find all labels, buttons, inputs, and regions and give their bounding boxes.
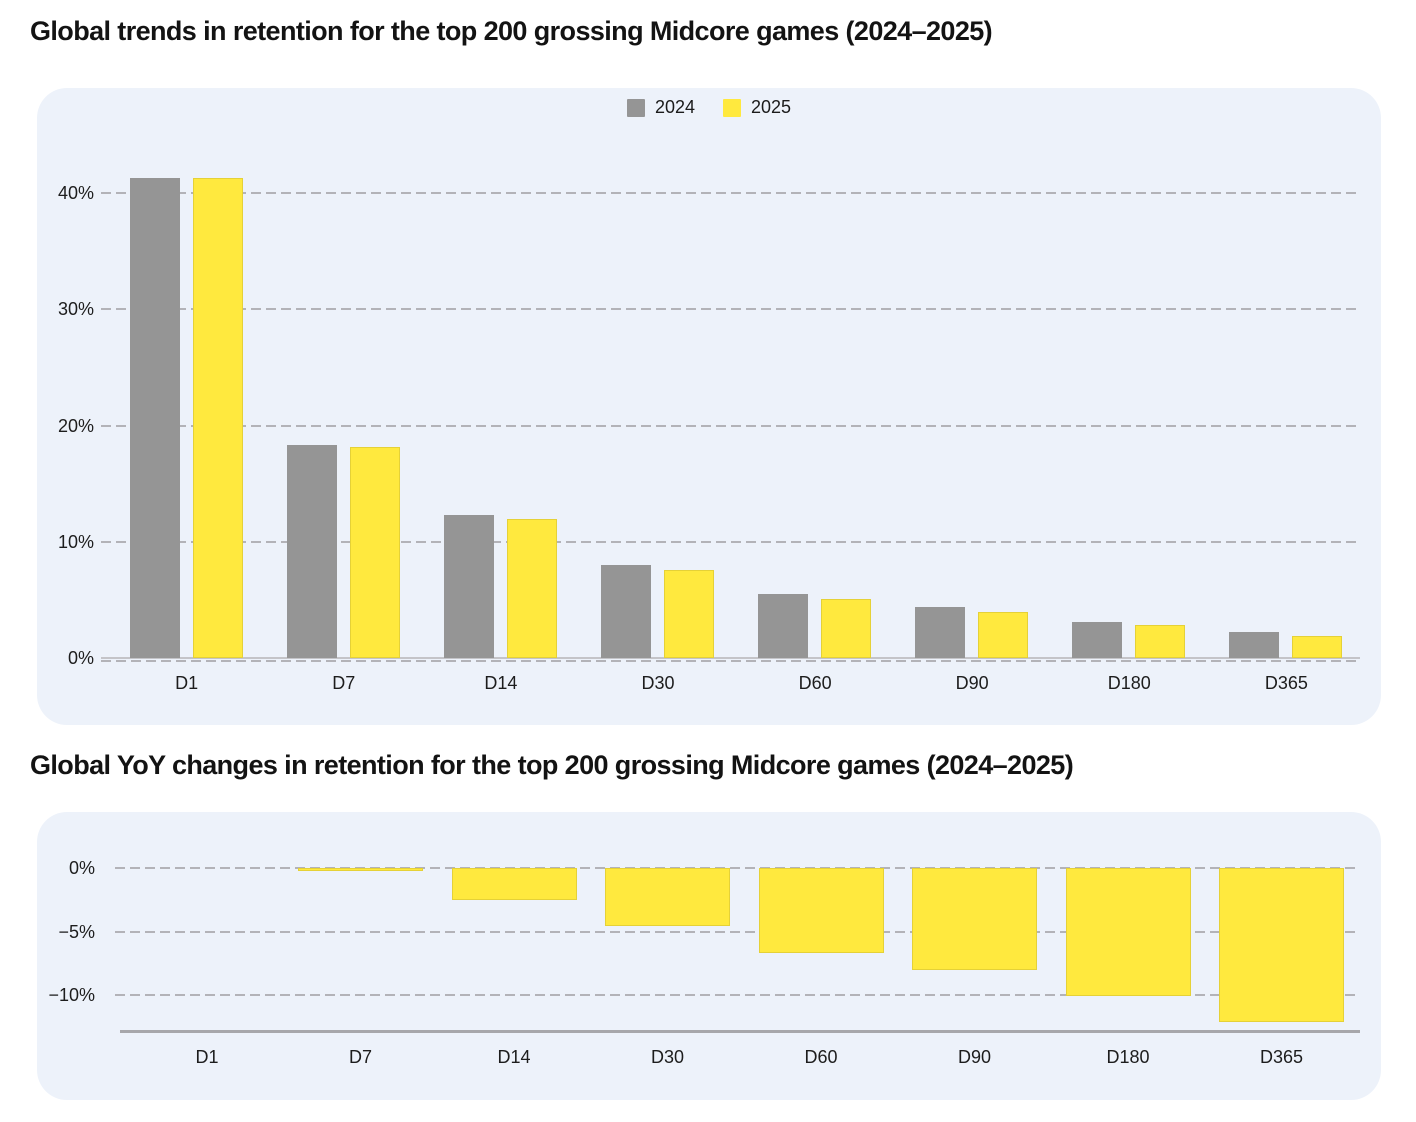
- bar-2024-D7: [286, 445, 337, 658]
- x-axis-line: [120, 1030, 1360, 1033]
- bar-2024-D365: [1229, 632, 1280, 658]
- legend-label-2025: 2025: [751, 97, 792, 117]
- x-category-label-D14: D14: [497, 1047, 531, 1067]
- bar-2025-D60: [821, 598, 872, 658]
- x-category-label-D90: D90: [955, 673, 989, 693]
- h-gridline-−5%: [115, 930, 1360, 933]
- h-gridline-20%: [101, 424, 1360, 427]
- legend-item-2025: 2025: [723, 97, 791, 118]
- bar-2024-D180: [1072, 621, 1123, 658]
- bar-2024-D60: [758, 594, 809, 658]
- x-category-label-D180: D180: [1106, 1047, 1150, 1067]
- h-gridline-30%: [101, 308, 1360, 311]
- yoy-bar-D90: [912, 868, 1037, 970]
- bar-2025-D90: [978, 611, 1029, 658]
- bar-2025-D1: [192, 178, 243, 658]
- x-axis-baseline: [101, 657, 1360, 659]
- bar-2025-D180: [1135, 625, 1186, 658]
- x-category-label-D365: D365: [1259, 1047, 1304, 1067]
- x-category-label-D60: D60: [798, 673, 832, 693]
- retention-chart-panel: 2024 2025 0% 10% 20% 30% 40% D1 D7 D14 D30 D60 D90…: [37, 88, 1381, 725]
- y-tick-label: −10%: [48, 985, 95, 1005]
- legend-swatch-2024-icon: [626, 98, 645, 117]
- y-tick-label: 20%: [57, 415, 94, 436]
- yoy-bar-D30: [605, 868, 730, 927]
- yoy-chart-panel: 0% −5% −10% D1 D7 D14 D30 D60 D90 D180 D365: [37, 812, 1381, 1100]
- bar-2025-D7: [349, 446, 400, 658]
- y-tick-label: 30%: [57, 299, 94, 320]
- x-category-label-D1: D1: [195, 1047, 219, 1067]
- legend-swatch-2025-icon: [723, 98, 741, 117]
- bar-2024-D30: [601, 565, 651, 658]
- y-tick-label: 0%: [68, 858, 95, 878]
- yoy-bar-chart: 0% −5% −10% D1 D7 D14 D30 D60 D90 D180 D365: [37, 812, 1381, 1100]
- y-tick-label: 10%: [57, 531, 94, 552]
- x-category-label-D60: D60: [804, 1047, 838, 1067]
- legend-label-2024: 2024: [654, 97, 695, 117]
- retention-bar-chart: 0% 10% 20% 30% 40% D1 D7 D14 D30 D60 D90 D180 D365: [37, 88, 1381, 725]
- x-category-label-D180: D180: [1107, 673, 1151, 693]
- yoy-bar-D60: [758, 868, 884, 954]
- chart-legend: 2024 2025: [37, 97, 1381, 118]
- yoy-bar-D180: [1065, 868, 1191, 997]
- y-tick-label: −5%: [58, 921, 95, 942]
- h-gridline-10%: [101, 540, 1360, 543]
- yoy-bar-D365: [1219, 868, 1344, 1022]
- x-category-label-D7: D7: [348, 1047, 372, 1067]
- bar-2024-D1: [129, 178, 180, 658]
- yoy-chart-title: Global YoY changes in retention for the …: [30, 750, 1074, 780]
- x-category-label-D30: D30: [650, 1047, 685, 1067]
- h-gridline-0%: [115, 867, 1360, 869]
- bar-2025-D365: [1292, 635, 1343, 658]
- x-category-label-D1: D1: [175, 673, 199, 693]
- y-tick-label: 0%: [67, 648, 94, 668]
- x-category-label-D30: D30: [641, 673, 675, 693]
- h-gridline-40%: [101, 192, 1360, 195]
- h-gridline-0: [101, 660, 1360, 662]
- bar-2025-D14: [506, 518, 557, 658]
- bar-2024-D90: [915, 606, 966, 658]
- x-category-label-D90: D90: [957, 1047, 992, 1067]
- retention-chart-title: Global trends in retention for the top 2…: [30, 16, 993, 46]
- yoy-bar-D14: [451, 868, 577, 900]
- bar-2024-D14: [443, 515, 494, 658]
- x-category-label-D365: D365: [1264, 673, 1308, 693]
- yoy-bar-D7: [298, 868, 423, 871]
- x-category-label-D14: D14: [484, 673, 518, 693]
- legend-item-2024: 2024: [626, 97, 695, 118]
- bar-2025-D30: [664, 569, 714, 658]
- x-category-label-D7: D7: [332, 673, 356, 693]
- h-gridline-−10%: [115, 994, 1360, 996]
- y-tick-label: 40%: [57, 183, 94, 204]
